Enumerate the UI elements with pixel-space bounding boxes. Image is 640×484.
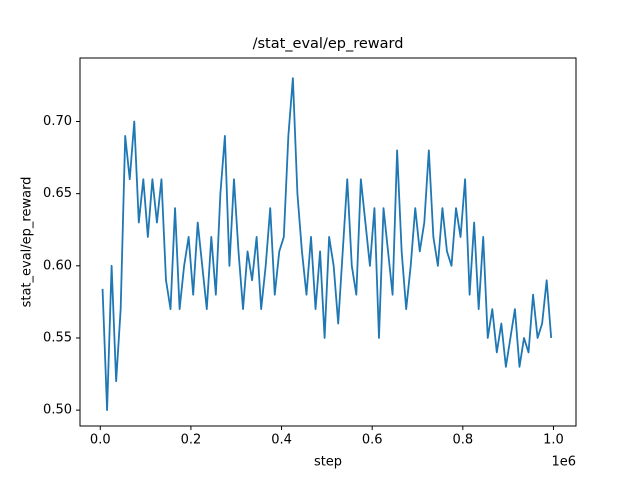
x-tick-label: 1.0	[543, 433, 564, 448]
x-tick-label: 0.6	[362, 433, 383, 448]
y-tick-label: 0.50	[43, 403, 72, 418]
y-tick-label: 0.55	[43, 330, 72, 345]
y-tick-label: 0.65	[43, 186, 72, 201]
chart-title: /stat_eval/ep_reward	[253, 36, 404, 52]
x-offset-label: 1e6	[551, 455, 576, 470]
y-tick-label: 0.70	[43, 114, 72, 129]
data-line	[101, 77, 553, 412]
y-axis-label: stat_eval/ep_reward	[20, 177, 35, 308]
x-axis-label: step	[314, 455, 342, 470]
x-tick-label: 0.4	[271, 433, 292, 448]
x-tick-label: 0.0	[90, 433, 111, 448]
x-tick-label: 0.8	[452, 433, 473, 448]
y-tick-label: 0.60	[43, 258, 72, 273]
x-tick-label: 0.2	[181, 433, 202, 448]
axes-frame	[79, 57, 577, 427]
